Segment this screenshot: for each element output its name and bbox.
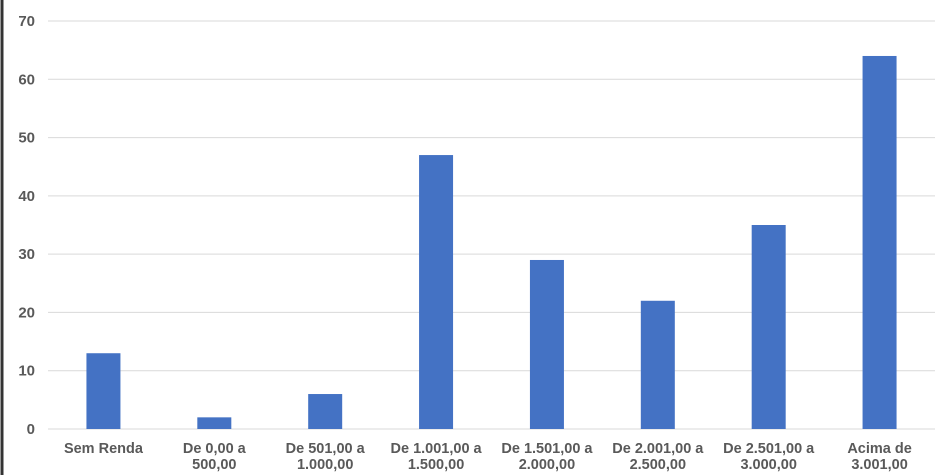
bars [86,55,897,430]
bar [862,55,897,429]
y-tick-label: 40 [18,188,35,205]
x-category-label-line: 3.001,00 [851,457,907,473]
x-category-label-line: 3.000,00 [740,457,796,473]
y-tick-label: 10 [18,363,35,380]
x-category-label: De 0,00 a 500,00 [183,441,247,473]
x-category-label: De 1.001,00 a 1.500,00 [391,441,483,473]
x-category-label-line: De 2.001,00 a [612,441,704,457]
x-category-label: Sem Renda [64,441,144,457]
x-category-label: Acima de 3.001,00 [847,441,911,473]
y-tick-label: 60 [18,71,35,88]
x-category-label-line: De 0,00 a [183,441,247,457]
y-axis-ticks: 0 10 20 30 40 50 60 70 [18,13,35,438]
y-tick-label: 20 [18,304,35,321]
x-category-label: De 501,00 a 1.000,00 [286,441,366,473]
bar [86,353,121,429]
y-tick-label: 30 [18,246,35,263]
x-category-label-line: 2.000,00 [519,457,575,473]
x-category-label-line: 500,00 [192,457,236,473]
x-category-label-line: 2.500,00 [630,457,686,473]
y-tick-label: 50 [18,130,35,147]
bar [751,225,786,429]
bar [419,155,454,430]
bar [197,417,232,429]
x-category-label: De 2.001,00 a 2.500,00 [612,441,704,473]
x-axis-labels: Sem Renda De 0,00 a 500,00 De 501,00 a 1.000… [64,441,912,473]
gridlines [48,20,935,430]
x-category-label-line: De 2.501,00 a [723,441,815,457]
x-category-label-line: De 1.001,00 a [391,441,483,457]
x-category-label-line: De 501,00 a [286,441,366,457]
bar [529,259,564,429]
x-category-label: De 1.501,00 a 2.000,00 [501,441,593,473]
x-category-label-line: 1.500,00 [408,457,464,473]
x-category-label-line: 1.000,00 [297,457,353,473]
y-tick-label: 0 [27,421,35,438]
y-tick-label: 70 [18,13,35,30]
bar [308,394,343,429]
bar [640,300,675,429]
x-category-label-line: Acima de [847,441,911,457]
x-category-label: De 2.501,00 a 3.000,00 [723,441,815,473]
x-category-label-line: De 1.501,00 a [501,441,593,457]
x-category-label-line: Sem Renda [64,441,144,457]
